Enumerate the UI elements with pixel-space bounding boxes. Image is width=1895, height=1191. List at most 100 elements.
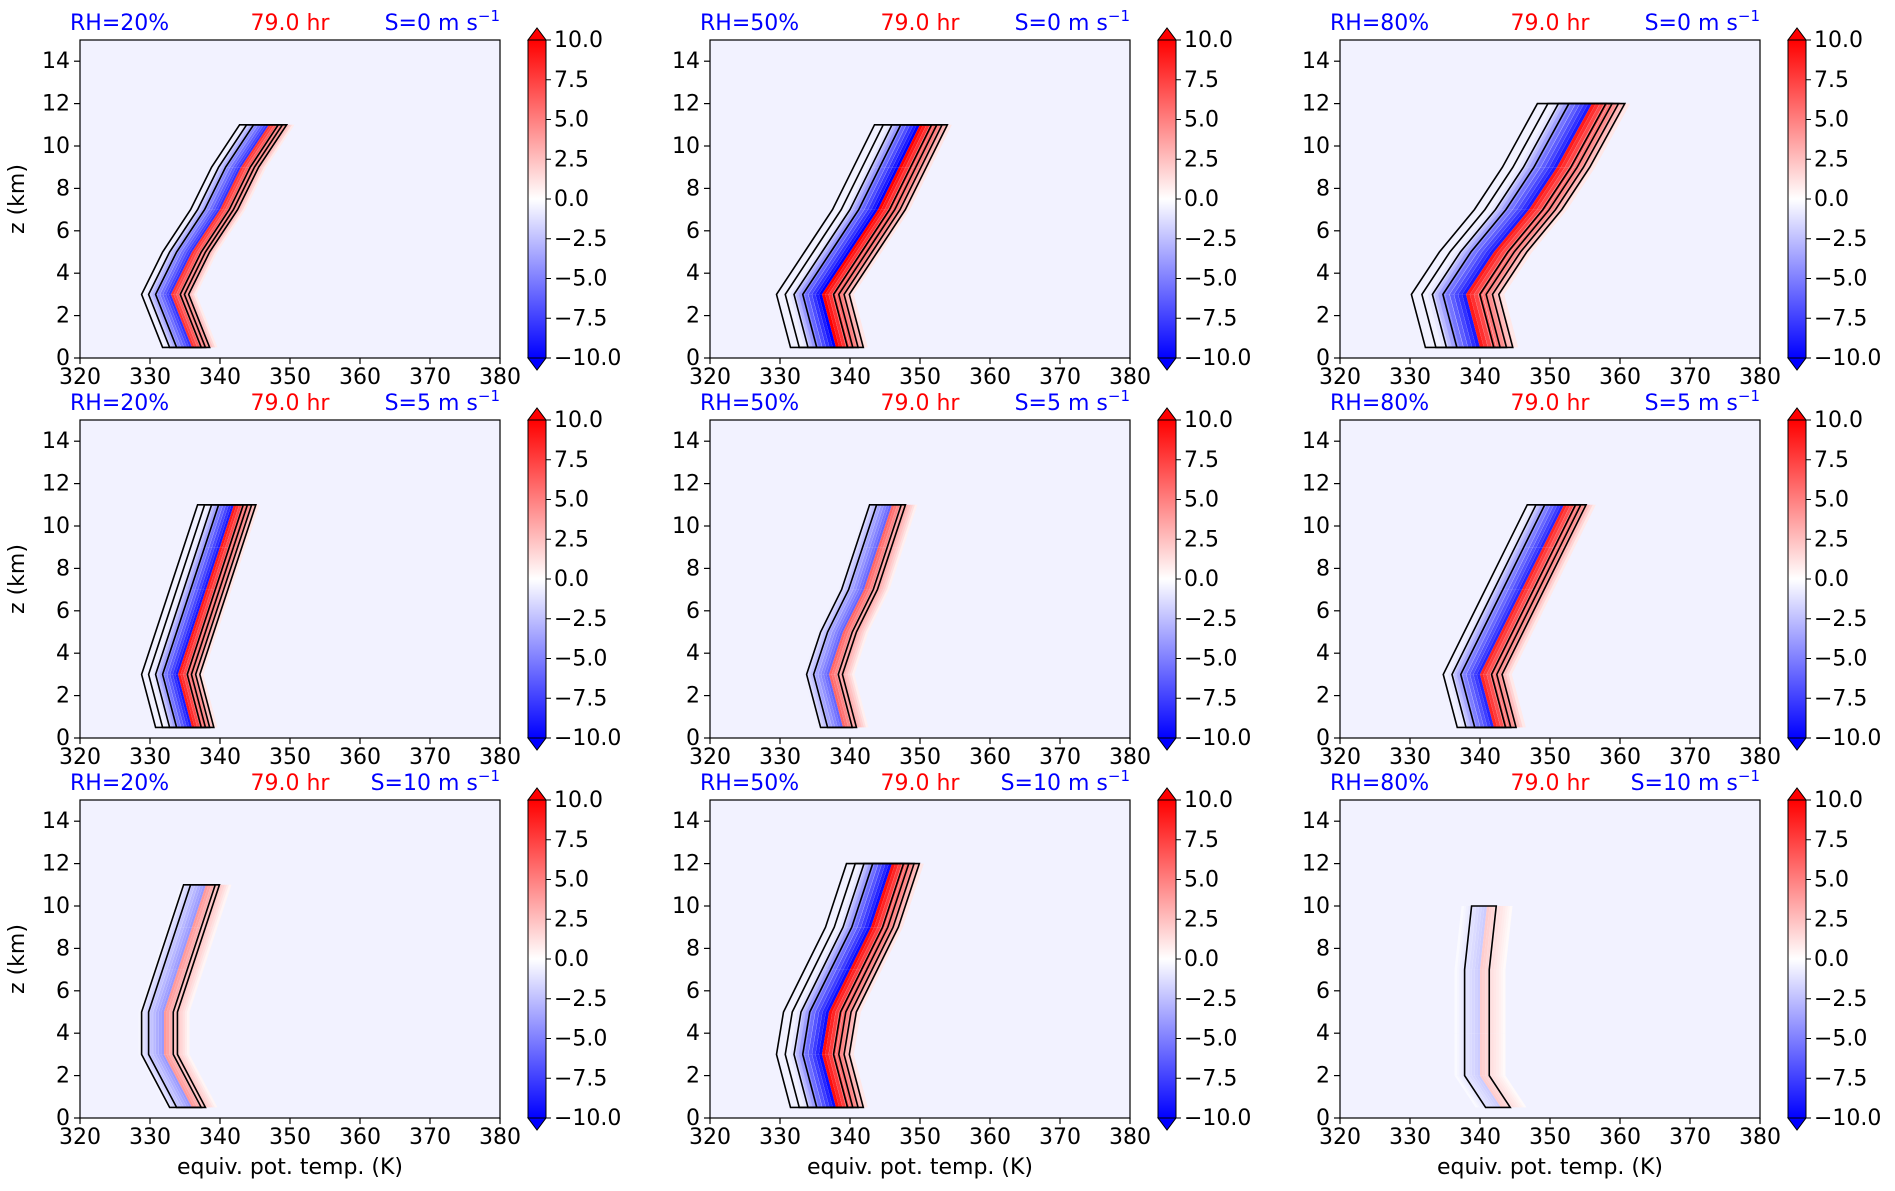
- field-positive: [1502, 969, 1506, 1034]
- field-positive: [1539, 547, 1564, 590]
- field-negative: [1462, 294, 1480, 348]
- y-tick-label: 6: [686, 599, 700, 624]
- field-negative: [1486, 209, 1526, 252]
- field-negative: [1516, 504, 1541, 548]
- field-positive: [1469, 252, 1502, 295]
- field-positive: [1466, 294, 1484, 348]
- field-positive: [196, 632, 214, 675]
- field-negative: [152, 632, 170, 675]
- field-positive: [180, 969, 198, 1012]
- field-positive: [1480, 969, 1483, 1034]
- field-negative: [1477, 969, 1480, 1034]
- field-positive: [182, 1012, 186, 1055]
- field-negative: [1434, 294, 1453, 348]
- field-positive: [825, 252, 857, 295]
- contour-line: [1442, 503, 1588, 729]
- field-negative: [815, 1012, 826, 1055]
- x-tick-label: 360: [969, 365, 1011, 390]
- field-negative: [1466, 1075, 1490, 1108]
- field-negative: [805, 969, 830, 1012]
- field-positive: [1491, 969, 1494, 1034]
- field-negative: [178, 589, 195, 632]
- field-negative: [1470, 632, 1495, 675]
- field-positive: [176, 294, 200, 348]
- field-negative: [803, 674, 821, 728]
- field-negative: [815, 294, 833, 348]
- field-negative: [138, 969, 156, 1012]
- field-positive: [189, 252, 214, 295]
- y-tick-label: 2: [56, 304, 70, 329]
- field-negative: [798, 1012, 809, 1055]
- field-negative: [206, 167, 230, 210]
- y-tick-label: 2: [686, 304, 700, 329]
- field-negative: [1477, 1033, 1480, 1076]
- field-positive: [845, 674, 863, 728]
- field-positive: [224, 547, 242, 590]
- field-positive: [219, 547, 237, 590]
- colorbar-tick-label: 0.0: [554, 947, 589, 972]
- field-negative: [861, 547, 878, 590]
- field-positive: [829, 969, 854, 1012]
- field-positive: [834, 674, 851, 728]
- field-positive: [225, 504, 242, 548]
- field-positive: [212, 209, 244, 252]
- field-negative: [790, 1054, 808, 1108]
- field-negative: [858, 547, 876, 590]
- x-tick-label: 350: [269, 1125, 311, 1150]
- field-negative: [1434, 252, 1467, 295]
- field-negative: [809, 632, 827, 675]
- field-positive: [895, 167, 920, 210]
- colorbar-tick-label: −7.5: [554, 1066, 607, 1091]
- field-negative: [1445, 252, 1478, 295]
- colorbar-tick-label: 7.5: [1184, 828, 1219, 853]
- colorbar-tick-label: −5.0: [554, 647, 607, 672]
- colorbar-tick-label: 7.5: [1184, 448, 1219, 473]
- shear-label: S=0 m s−1: [1015, 7, 1130, 36]
- x-tick-label: 360: [969, 1125, 1011, 1150]
- field-negative: [186, 547, 204, 590]
- field-positive: [1563, 167, 1596, 210]
- field-negative: [1458, 969, 1462, 1034]
- field-positive: [194, 884, 212, 928]
- field-negative: [168, 252, 192, 295]
- field-negative: [1469, 589, 1494, 632]
- colorbar-tick-label: 10.0: [554, 28, 603, 53]
- field-negative: [163, 252, 187, 295]
- colorbar: 10.0 7.5 5.0 2.5 0.0 −2.5 −5.0 −7.5 −10.0: [1787, 407, 1881, 751]
- field-positive: [197, 209, 228, 252]
- field-positive: [1473, 252, 1506, 295]
- colorbar-tick-label: 0.0: [1814, 187, 1849, 212]
- field-positive: [178, 674, 195, 728]
- field-positive: [922, 124, 947, 168]
- x-tick-label: 380: [479, 1125, 521, 1150]
- field-negative: [867, 863, 892, 928]
- field-negative: [165, 294, 190, 348]
- colorbar-extend-max: [527, 407, 547, 421]
- field-negative: [874, 167, 899, 210]
- colorbar-tick-label: −10.0: [554, 1106, 621, 1131]
- field-positive: [176, 252, 200, 295]
- x-tick-label: 370: [409, 365, 451, 390]
- field-positive: [238, 504, 256, 548]
- field-negative: [1460, 969, 1464, 1034]
- field-negative: [1458, 906, 1469, 970]
- field-negative: [1456, 1033, 1460, 1076]
- colorbar-tick-label: 7.5: [554, 448, 589, 473]
- field-positive: [1571, 504, 1596, 548]
- field-negative: [172, 632, 190, 675]
- field-negative: [864, 167, 889, 210]
- field-negative: [164, 927, 181, 970]
- field-positive: [1506, 632, 1531, 675]
- field-positive: [850, 209, 882, 252]
- field-negative: [217, 504, 234, 548]
- field-positive: [186, 1054, 218, 1108]
- field-negative: [1504, 547, 1530, 590]
- colorbar-tick-label: 0.0: [554, 567, 589, 592]
- field-negative: [156, 927, 174, 970]
- colorbar-tick-label: 0.0: [1814, 947, 1849, 972]
- colorbar-tick-label: −2.5: [1814, 987, 1867, 1012]
- y-tick-label: 2: [56, 1064, 70, 1089]
- field-positive: [839, 294, 857, 348]
- field-negative: [200, 504, 218, 548]
